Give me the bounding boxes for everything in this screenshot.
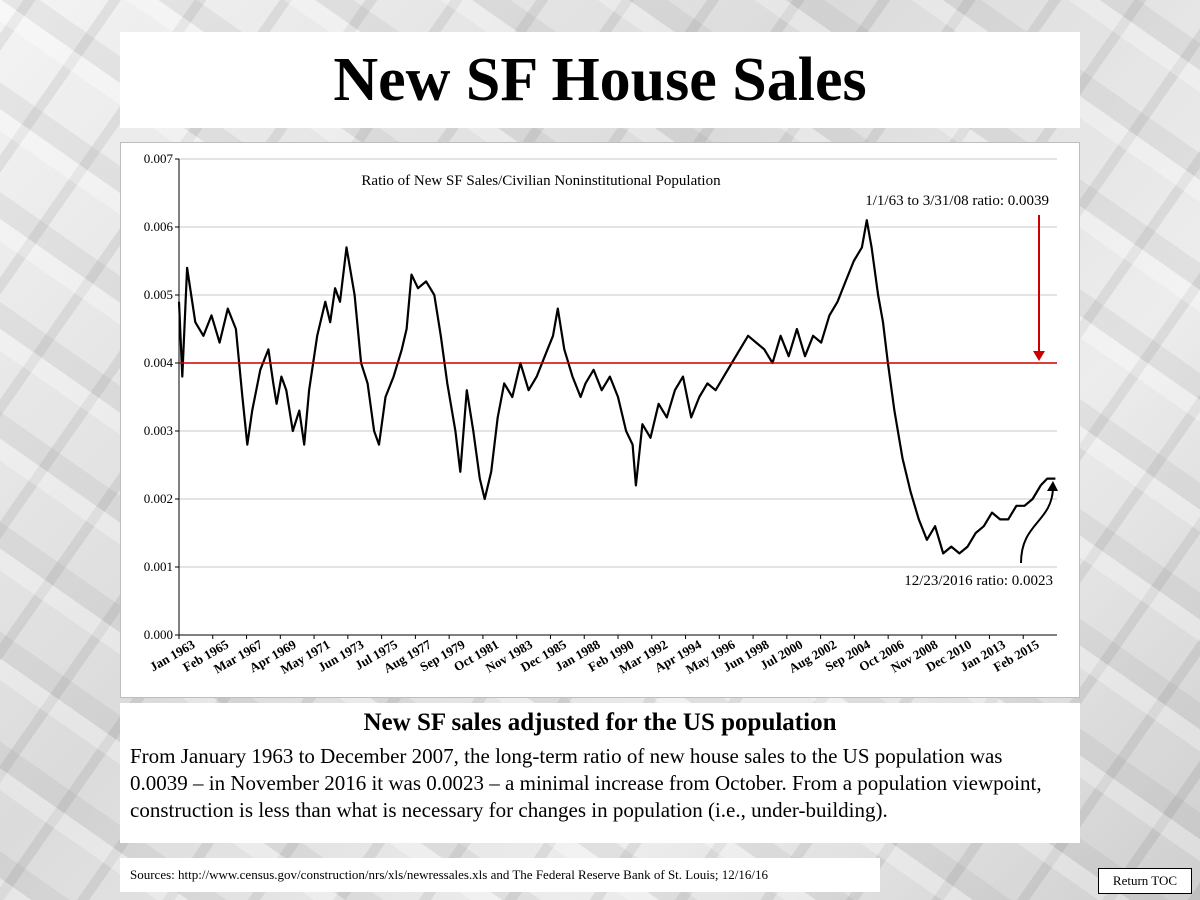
return-toc-button[interactable]: Return TOC (1098, 868, 1192, 894)
caption-heading: New SF sales adjusted for the US populat… (363, 709, 837, 736)
ratio-line-chart: 0.000 0.001 0.002 0.003 0.004 0.005 0.006 0.007… (144, 151, 1058, 677)
title-banner: New SF House Sales (120, 32, 1080, 128)
y-tick-label: 0.005 (144, 287, 173, 302)
y-tick-label: 0.002 (144, 491, 173, 506)
annotation-long-term: 1/1/63 to 3/31/08 ratio: 0.0039 (865, 193, 1049, 209)
y-tick-label: 0.003 (144, 423, 173, 438)
chart-panel: 0.000 0.001 0.002 0.003 0.004 0.005 0.006 0.007… (120, 142, 1080, 698)
ratio-series-line (177, 219, 1056, 555)
black-arrow-head (1047, 481, 1058, 491)
y-tick-label: 0.006 (144, 219, 174, 234)
chart-title: Ratio of New SF Sales/Civilian Noninstit… (361, 173, 721, 189)
caption-body: From January 1963 to December 2007, the … (130, 744, 1042, 822)
annotation-latest: 12/23/2016 ratio: 0.0023 (904, 573, 1053, 589)
y-tick-label: 0.007 (144, 151, 174, 166)
caption-panel: New SF sales adjusted for the US populat… (120, 703, 1080, 843)
y-tick-label: 0.001 (144, 559, 173, 574)
slide-title: New SF House Sales (333, 45, 867, 114)
red-arrow-head (1033, 351, 1045, 361)
y-tick-label: 0.004 (144, 355, 174, 370)
black-arrow-curve (1020, 488, 1054, 564)
sources-note: Sources: http://www.census.gov/construct… (120, 858, 880, 892)
y-tick-label: 0.000 (144, 627, 173, 642)
